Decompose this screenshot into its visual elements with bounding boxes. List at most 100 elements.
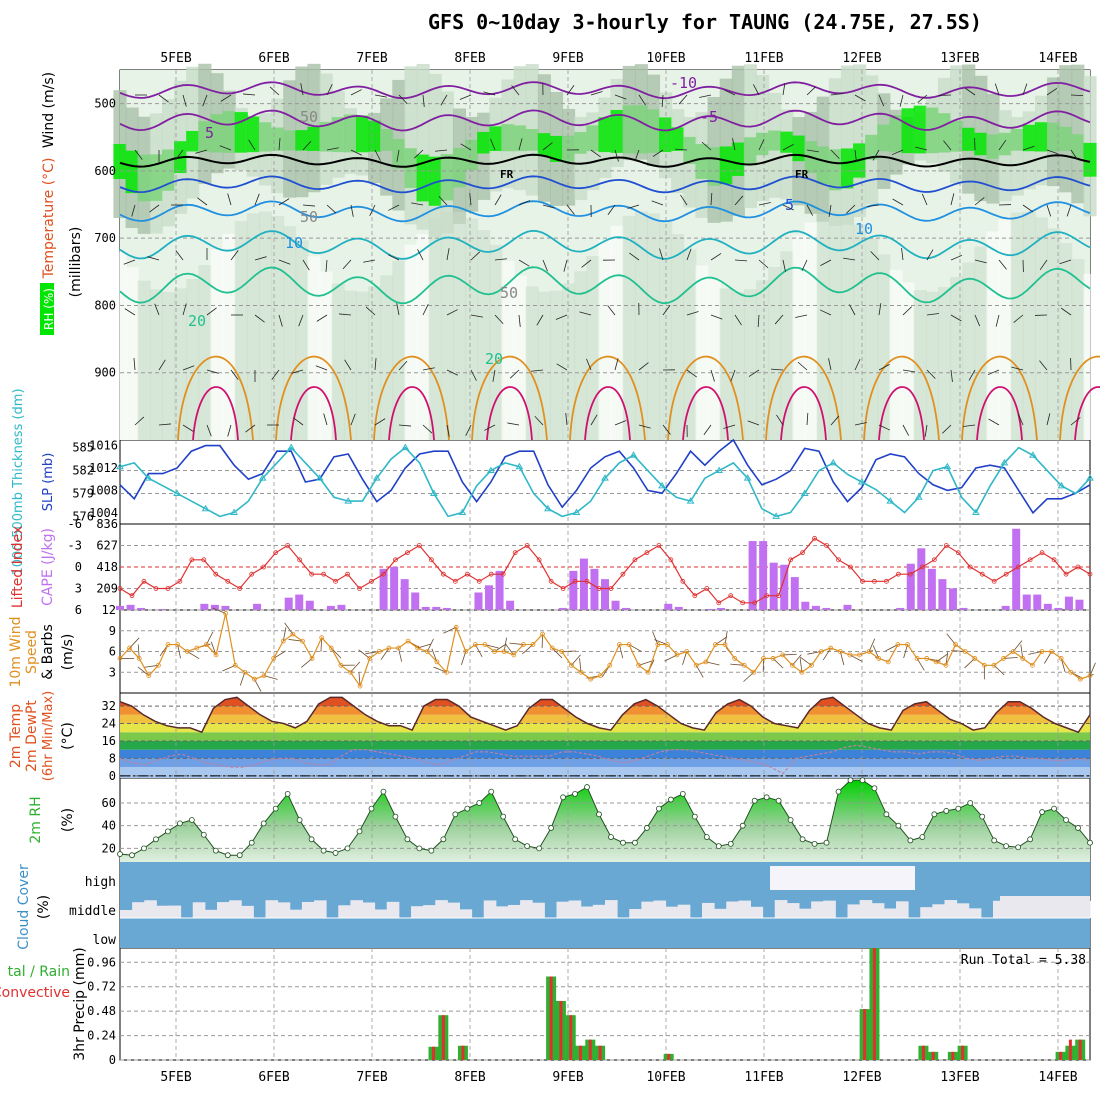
rh-lower-band xyxy=(440,212,454,440)
warm-contour xyxy=(961,355,1038,441)
wind-barb xyxy=(652,149,664,157)
wind-speed-marker xyxy=(607,662,613,668)
wind-speed-marker xyxy=(799,669,805,675)
wind-barb xyxy=(878,94,885,107)
rh-moist-band xyxy=(768,130,782,151)
wind-barb xyxy=(269,86,280,96)
wind-barb xyxy=(470,314,483,318)
top-date-label: 8FEB xyxy=(454,51,485,66)
rh-moist-band xyxy=(828,149,842,191)
lifted-index-marker xyxy=(860,578,865,584)
precip-tick-label: 0.96 xyxy=(87,955,116,969)
2m-rh-marker xyxy=(955,805,962,812)
cape-bar xyxy=(253,603,262,610)
lifted-index-marker xyxy=(848,564,853,570)
rh-moist-band xyxy=(634,105,648,154)
thickness-marker xyxy=(230,508,239,516)
lifted-index-marker xyxy=(644,550,650,556)
cloud-middle-block xyxy=(750,906,764,918)
thickness-marker xyxy=(943,462,952,470)
wind-barb xyxy=(388,254,400,261)
2m-rh-marker xyxy=(763,794,770,801)
wind-speed-marker xyxy=(559,649,565,654)
lifted-index-marker xyxy=(895,571,901,577)
rh-lower-band xyxy=(1047,228,1061,440)
rh-lower-band xyxy=(1010,212,1024,440)
wind-speed-marker xyxy=(482,642,488,647)
cape-bar xyxy=(938,579,947,610)
rh-moist-band xyxy=(1071,134,1085,159)
ylabel-lifted-index: Lifted Index xyxy=(10,526,26,608)
rh-moist-band xyxy=(756,132,770,156)
hot-contour xyxy=(388,386,435,441)
wind-barb xyxy=(396,303,400,316)
wind-barb xyxy=(1060,307,1072,316)
thickness-tick-label: 579 xyxy=(72,486,94,500)
2m-rh-marker xyxy=(512,836,519,843)
rh-moist-band xyxy=(343,114,357,153)
wind-barb xyxy=(374,418,386,426)
slp-tick-label: 1012 xyxy=(89,461,118,475)
rh-band xyxy=(1010,117,1024,196)
rh-lower-band xyxy=(586,255,600,440)
wind-barb xyxy=(469,193,472,206)
wind-tick-label: 12 xyxy=(102,603,116,617)
2m-rh-marker xyxy=(715,843,722,850)
2m-rh-marker xyxy=(416,845,423,852)
lifted-index-marker xyxy=(237,586,243,591)
top-date-label: 14FEB xyxy=(1038,51,1077,66)
wind-speed-marker xyxy=(501,649,507,654)
rh-moist-band xyxy=(258,122,273,152)
lifted-index-marker xyxy=(1039,550,1045,556)
rh-lower-band xyxy=(1022,211,1036,440)
wind-barb xyxy=(388,204,400,211)
bottom-date-label: 5FEB xyxy=(160,1070,191,1085)
wind-speed-marker xyxy=(367,656,373,661)
lifted-index-marker xyxy=(345,571,350,577)
wind-speed-marker xyxy=(991,662,997,668)
wind-barb xyxy=(830,93,843,96)
rh-lower-band xyxy=(198,265,212,440)
cape-bar xyxy=(474,592,483,610)
wind-barb xyxy=(302,140,312,151)
2m-rh-marker xyxy=(787,817,794,823)
wind-barb xyxy=(782,259,786,272)
cloud-level-label: middle xyxy=(69,904,116,919)
wind-barb xyxy=(995,314,1000,327)
rh-moist-band xyxy=(719,146,733,185)
wind-barb xyxy=(1059,259,1072,265)
wind-barb xyxy=(753,84,760,96)
2m-rh-marker xyxy=(200,831,207,838)
wind-speed-marker xyxy=(981,662,987,668)
bottom-date-label: 11FEB xyxy=(744,1070,783,1085)
wind-barb xyxy=(607,305,616,316)
wind-barb xyxy=(1022,204,1034,213)
lifted-index-marker xyxy=(704,586,710,591)
wind-tick-label: 9 xyxy=(109,624,116,638)
rh-moist-band xyxy=(695,143,709,179)
thickness-marker xyxy=(686,497,695,504)
rh-lower-band xyxy=(125,267,139,440)
wind-barb xyxy=(921,193,928,206)
2m-rh-marker xyxy=(392,813,399,820)
2m-rh-marker xyxy=(620,839,626,846)
rh-lower-band xyxy=(477,229,491,440)
rh-moist-band xyxy=(465,139,479,171)
lifted-index-marker xyxy=(333,578,338,584)
rh-moist-band xyxy=(246,116,260,153)
wind-speed-marker xyxy=(1010,649,1016,654)
wind-barb xyxy=(195,149,208,154)
2m-rh-marker xyxy=(165,828,171,835)
cloud-middle-block xyxy=(532,902,545,918)
wind-speed-marker xyxy=(597,673,603,679)
wind-barb xyxy=(902,306,912,316)
rh-moist-band xyxy=(1010,128,1024,151)
wind-barb xyxy=(678,94,688,105)
wind-speed-marker xyxy=(972,656,978,661)
wind-barb xyxy=(686,311,699,316)
rh-moist-band xyxy=(392,139,406,169)
thickness-marker xyxy=(144,474,153,481)
lifted-index-marker xyxy=(800,550,805,556)
lifted-index-marker xyxy=(201,557,207,563)
wind-barb xyxy=(230,250,239,261)
